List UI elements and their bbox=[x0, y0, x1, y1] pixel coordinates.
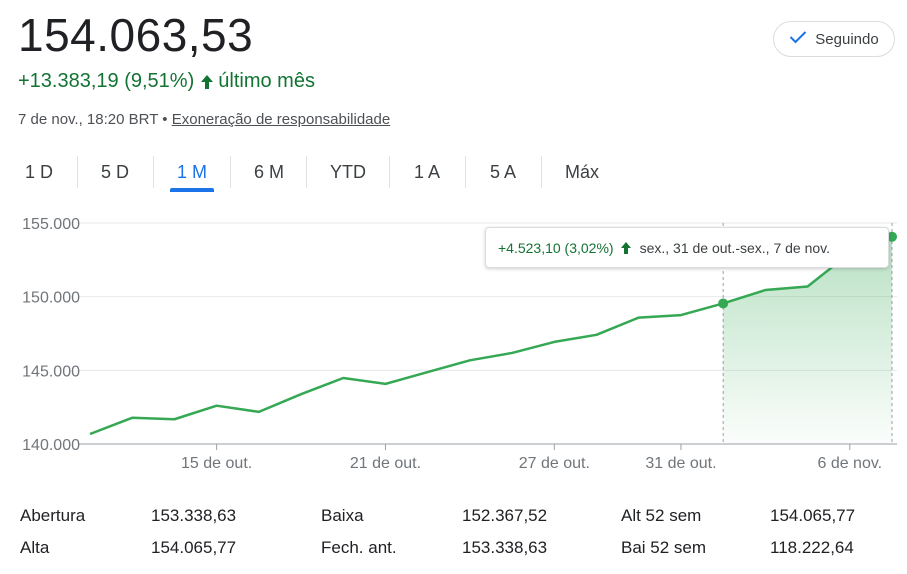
price-change: +13.383,19 (9,51%) bbox=[18, 70, 195, 92]
stat-value: 153.338,63 bbox=[462, 538, 548, 557]
timestamp: 7 de nov., 18:20 BRT bbox=[18, 111, 159, 128]
stat-label: Baixa bbox=[321, 506, 364, 525]
tab-max[interactable]: Máx bbox=[564, 161, 599, 182]
y-tick-label: 140.000 bbox=[22, 437, 80, 454]
chart-tooltip: +4.523,10 (3,02%) sex., 31 de out.-sex.,… bbox=[485, 227, 889, 268]
x-tick-label: 31 de out. bbox=[645, 455, 716, 472]
following-label: Seguindo bbox=[815, 30, 879, 48]
arrow-up-icon bbox=[620, 241, 632, 255]
highlight-area bbox=[723, 236, 892, 444]
price-chart[interactable]: 155.000 150.000 145.000 140.000 15 de out. 21… bbox=[0, 200, 907, 490]
check-icon bbox=[789, 30, 807, 48]
stat-label: Alt 52 sem bbox=[621, 506, 702, 525]
x-tick-label: 15 de out. bbox=[181, 455, 252, 472]
change-period: último mês bbox=[218, 70, 315, 92]
separator-bullet: • bbox=[162, 111, 168, 128]
tab-1m[interactable]: 1 M bbox=[166, 152, 218, 192]
range-start-point bbox=[718, 298, 729, 309]
active-tab-indicator bbox=[170, 188, 214, 192]
stat-label: Abertura bbox=[20, 506, 86, 525]
stock-price: 154.063,53 bbox=[18, 9, 254, 61]
stat-value: 154.065,77 bbox=[770, 506, 856, 525]
arrow-up-icon bbox=[200, 74, 214, 90]
tab-5d[interactable]: 5 D bbox=[100, 161, 129, 182]
tab-divider bbox=[77, 156, 78, 188]
y-tick-label: 155.000 bbox=[22, 216, 80, 233]
tab-divider bbox=[306, 156, 307, 188]
tab-divider bbox=[541, 156, 542, 188]
y-tick-label: 150.000 bbox=[22, 290, 80, 307]
tab-divider bbox=[230, 156, 231, 188]
tab-divider bbox=[389, 156, 390, 188]
stat-label: Fech. ant. bbox=[321, 538, 397, 557]
y-tick-label: 145.000 bbox=[22, 363, 80, 380]
price-line bbox=[89, 235, 893, 436]
range-tabs: 1 D 5 D 1 M 6 M YTD 1 A 5 A Máx bbox=[0, 152, 907, 192]
x-tick-label: 21 de out. bbox=[350, 455, 421, 472]
x-tick-label: 6 de nov. bbox=[817, 455, 882, 472]
following-button[interactable]: Seguindo bbox=[773, 21, 895, 57]
stat-value: 152.367,52 bbox=[462, 506, 548, 525]
tab-divider bbox=[153, 156, 154, 188]
tooltip-range: sex., 31 de out.-sex., 7 de nov. bbox=[639, 239, 831, 256]
disclaimer-link[interactable]: Exoneração de responsabilidade bbox=[171, 111, 391, 128]
x-tick-label: 27 de out. bbox=[519, 455, 590, 472]
stat-label: Alta bbox=[20, 538, 50, 557]
tab-6m[interactable]: 6 M bbox=[253, 161, 284, 182]
stat-value: 118.222,64 bbox=[770, 538, 854, 557]
range-end-point bbox=[887, 231, 897, 242]
price-change-row: +13.383,19 (9,51%) último mês bbox=[18, 70, 315, 93]
tab-1a[interactable]: 1 A bbox=[413, 161, 441, 182]
tab-1d[interactable]: 1 D bbox=[24, 161, 53, 182]
quote-meta: 7 de nov., 18:20 BRT • Exoneração de res… bbox=[18, 111, 390, 128]
stat-value: 153.338,63 bbox=[151, 506, 237, 525]
tab-divider bbox=[465, 156, 466, 188]
stat-label: Bai 52 sem bbox=[621, 538, 707, 557]
tab-ytd[interactable]: YTD bbox=[330, 161, 366, 182]
stat-value: 154.065,77 bbox=[151, 538, 237, 557]
tab-5a[interactable]: 5 A bbox=[489, 161, 517, 182]
tooltip-change: +4.523,10 (3,02%) bbox=[498, 239, 614, 256]
